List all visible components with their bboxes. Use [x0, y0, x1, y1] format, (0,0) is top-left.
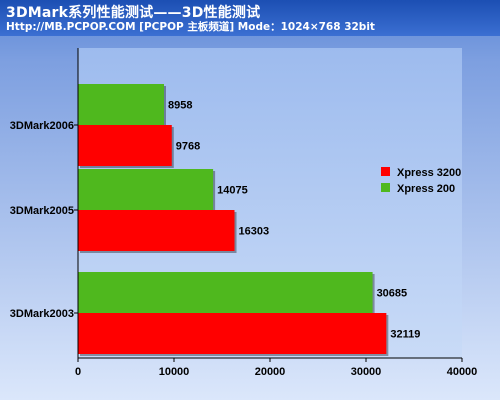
legend-swatch-xpress-3200 [381, 167, 390, 176]
bar-xpress-200-3dmark2005 [78, 169, 214, 210]
data-label: 9768 [176, 141, 200, 153]
chart-subtitle: Http://MB.PCPOP.COM [PCPOP 主板频道] Mode：10… [6, 21, 375, 33]
x-tick-label: 40000 [447, 366, 478, 378]
bar-xpress-200-3dmark2006 [78, 84, 164, 125]
bar-xpress-3200-3dmark2003 [78, 313, 387, 354]
data-label: 32119 [390, 329, 420, 341]
bar-xpress-3200-3dmark2006 [78, 125, 172, 166]
x-tick-label: 0 [75, 366, 81, 378]
data-label: 16303 [239, 226, 270, 238]
legend-swatch-xpress-200 [381, 183, 390, 192]
bar-xpress-3200-3dmark2005 [78, 210, 235, 251]
data-label: 30685 [377, 288, 408, 300]
bar-xpress-200-3dmark2003 [78, 272, 373, 313]
legend-label: Xpress 3200 [397, 167, 461, 179]
category-label: 3DMark2006 [10, 120, 74, 132]
chart-title: 3DMark系列性能测试——3D性能测试 [6, 5, 261, 21]
category-label: 3DMark2005 [10, 205, 74, 217]
legend-label: Xpress 200 [397, 183, 455, 195]
data-label: 8958 [168, 100, 192, 112]
x-tick-label: 10000 [159, 366, 190, 378]
header-bar: 3DMark系列性能测试——3D性能测试 Http://MB.PCPOP.COM… [0, 0, 500, 36]
x-tick-label: 20000 [255, 366, 286, 378]
category-label: 3DMark2003 [10, 308, 74, 320]
x-tick-label: 30000 [351, 366, 382, 378]
data-label: 14075 [217, 185, 248, 197]
